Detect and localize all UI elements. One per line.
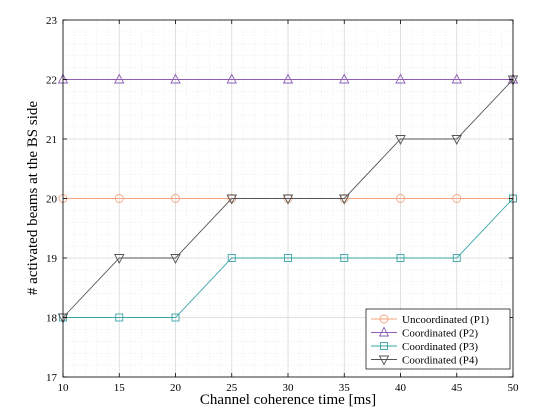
x-tick-label: 25 xyxy=(226,382,238,394)
legend-marker xyxy=(378,326,390,337)
y-tick-label: 17 xyxy=(46,372,58,384)
data-point xyxy=(226,194,237,205)
legend-marker xyxy=(380,342,388,350)
data-point xyxy=(284,254,292,262)
series-line xyxy=(63,198,514,318)
data-point xyxy=(395,73,406,84)
legend-label: Coordinated (P3) xyxy=(402,341,478,353)
data-point xyxy=(395,135,406,145)
x-tick-label: 15 xyxy=(114,382,126,394)
data-point xyxy=(227,254,236,262)
ticks: 10 15 20 25 30 35 40 45 50 17 18 19 20 21 22 23 xyxy=(46,15,519,394)
legend-marker xyxy=(379,314,389,324)
x-tick-label: 20 xyxy=(170,382,182,394)
series-3 xyxy=(59,194,517,322)
x-tick-label: 35 xyxy=(339,382,351,394)
data-point xyxy=(282,73,294,84)
legend-label: Uncoordinated (P1) xyxy=(402,314,489,326)
y-tick-label: 20 xyxy=(46,194,58,206)
data-point xyxy=(226,73,237,84)
y-tick-label: 23 xyxy=(46,15,58,27)
data-point xyxy=(282,194,294,205)
data-point xyxy=(114,194,124,203)
data-point xyxy=(396,254,405,262)
data-point xyxy=(452,194,462,203)
data-point xyxy=(451,135,462,145)
y-axis-label: # activated beams at the BS side xyxy=(25,101,41,295)
data-point xyxy=(171,194,180,203)
data-point xyxy=(114,73,125,84)
legend-item: Uncoordinated (P1) xyxy=(371,314,489,326)
series-line xyxy=(62,79,514,318)
data-point xyxy=(170,73,181,84)
y-tick-label: 19 xyxy=(46,253,58,265)
legend-marker xyxy=(378,355,390,366)
x-tick-label: 30 xyxy=(283,382,295,394)
x-tick-label: 50 xyxy=(508,382,520,394)
data-point xyxy=(340,254,349,262)
legend-label: Coordinated (P2) xyxy=(402,328,478,340)
data-point xyxy=(451,73,462,84)
data-point xyxy=(396,194,405,203)
data-point xyxy=(452,254,461,262)
data-point xyxy=(171,313,180,322)
legend: Uncoordinated (P1)Coordinated (P2)Coordi… xyxy=(365,308,511,370)
data-point xyxy=(115,313,124,322)
x-tick-label: 40 xyxy=(395,382,407,394)
legend-label: Coordinated (P4) xyxy=(402,355,478,367)
data-point xyxy=(114,254,125,264)
series-4 xyxy=(57,75,519,324)
data-point xyxy=(170,254,181,264)
legend-item: Coordinated (P4) xyxy=(371,355,478,367)
x-tick-label: 45 xyxy=(451,382,463,394)
series-layer xyxy=(57,73,519,324)
y-tick-label: 21 xyxy=(46,134,57,146)
x-axis-label: Channel coherence time [ms] xyxy=(200,392,376,408)
data-point xyxy=(339,73,350,84)
x-tick-label: 10 xyxy=(58,382,70,394)
legend-item: Coordinated (P2) xyxy=(371,326,478,340)
y-tick-label: 18 xyxy=(46,313,58,325)
data-point xyxy=(339,194,350,205)
y-tick-label: 22 xyxy=(46,75,57,87)
legend-item: Coordinated (P3) xyxy=(371,341,478,353)
